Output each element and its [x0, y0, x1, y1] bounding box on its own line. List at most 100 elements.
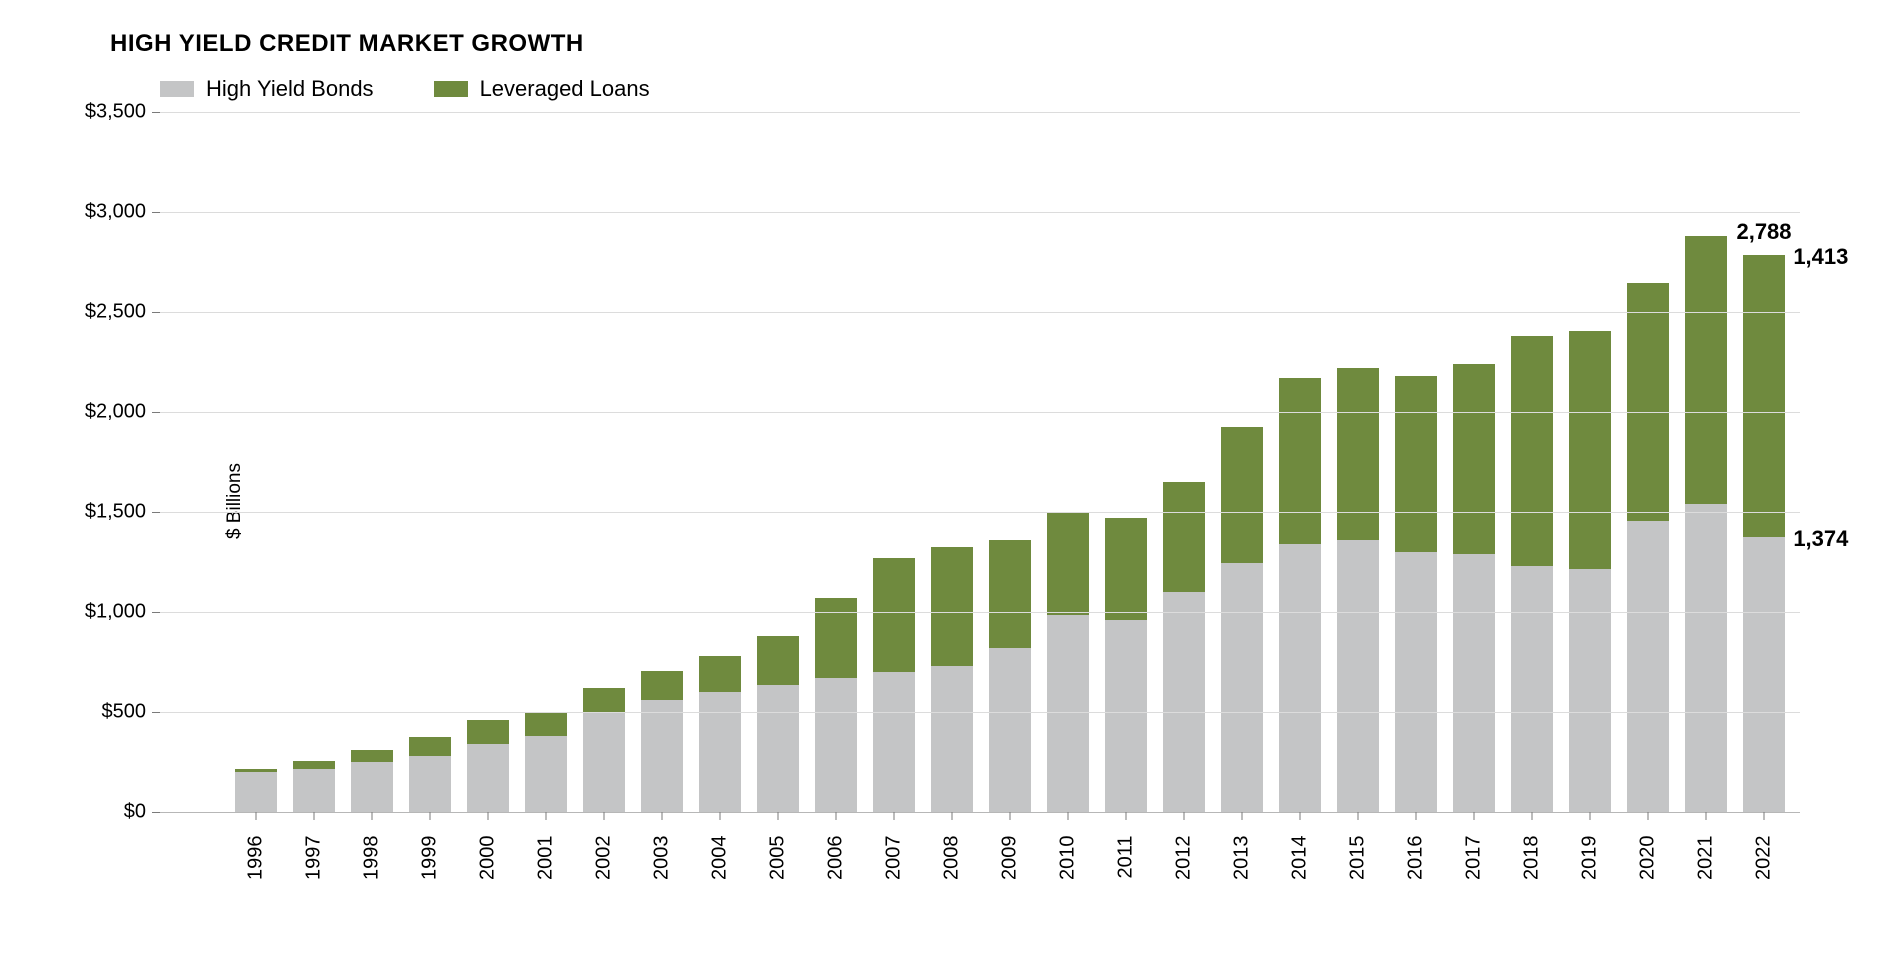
bar-segment-bonds: [525, 736, 568, 812]
gridline: [160, 612, 1800, 613]
bar-slot: 2005: [752, 112, 804, 812]
x-tick: [1010, 812, 1011, 820]
x-tick-label: 2007: [883, 836, 906, 881]
x-tick-label: 2022: [1753, 836, 1776, 881]
bar-slot: 1996: [230, 112, 282, 812]
bar-slot: 2018: [1506, 112, 1558, 812]
bar-segment-loans: [873, 558, 916, 672]
bar-stack: [1685, 236, 1728, 812]
bar-stack: [989, 540, 1032, 812]
bar-stack: [351, 750, 394, 812]
bar-stack: [1279, 378, 1322, 812]
x-tick: [546, 812, 547, 820]
bar-segment-loans: [1395, 376, 1438, 552]
y-tick-label: $500: [102, 701, 147, 724]
bar-segment-bonds: [583, 712, 626, 812]
bar-segment-loans: [815, 598, 858, 678]
x-tick-label: 2006: [825, 836, 848, 881]
x-tick-label: 1997: [303, 836, 326, 881]
bar-segment-loans: [1337, 368, 1380, 540]
bar-segment-bonds: [351, 762, 394, 812]
bar-slot: 2019: [1564, 112, 1616, 812]
bar-segment-bonds: [1337, 540, 1380, 812]
bar-segment-bonds: [1395, 552, 1438, 812]
x-tick-label: 2010: [1057, 836, 1080, 881]
y-tick: [152, 712, 160, 713]
bar-stack: [235, 769, 278, 812]
bar-stack: [409, 737, 452, 812]
x-tick-label: 2018: [1521, 836, 1544, 881]
bar-stack: [1569, 331, 1612, 812]
x-tick: [604, 812, 605, 820]
bar-segment-loans: [1105, 518, 1148, 620]
x-tick-label: 2020: [1637, 836, 1660, 881]
bar-stack: [1105, 518, 1148, 812]
x-tick-label: 2013: [1231, 836, 1254, 881]
x-tick: [1532, 812, 1533, 820]
bar-segment-loans: [525, 712, 568, 736]
bar-segment-bonds: [293, 769, 336, 812]
bar-slot: 1998: [346, 112, 398, 812]
x-tick: [256, 812, 257, 820]
x-tick: [662, 812, 663, 820]
bar-segment-bonds: [1163, 592, 1206, 812]
bar-stack: [1047, 513, 1090, 812]
x-tick: [1474, 812, 1475, 820]
bar-stack: [583, 688, 626, 812]
y-tick-label: $3,000: [85, 201, 146, 224]
y-tick: [152, 212, 160, 213]
bar-segment-bonds: [815, 678, 858, 812]
legend-swatch-loans: [434, 81, 468, 97]
x-tick-label: 2017: [1463, 836, 1486, 881]
bar-segment-bonds: [409, 756, 452, 812]
bar-segment-bonds: [1279, 544, 1322, 812]
gridline: [160, 312, 1800, 313]
bar-stack: [525, 712, 568, 812]
x-tick-label: 2016: [1405, 836, 1428, 881]
y-tick: [152, 512, 160, 513]
bar-segment-bonds: [1627, 521, 1670, 812]
x-tick: [1300, 812, 1301, 820]
x-tick-label: 1998: [361, 836, 384, 881]
x-tick: [1126, 812, 1127, 820]
bar-segment-bonds: [1511, 566, 1554, 812]
bar-segment-bonds: [1685, 504, 1728, 812]
x-tick-label: 2015: [1347, 836, 1370, 881]
x-tick-label: 2009: [999, 836, 1022, 881]
bar-slot: 2017: [1448, 112, 1500, 812]
y-tick-label: $3,500: [85, 101, 146, 124]
bar-stack: [757, 636, 800, 812]
bar-segment-loans: [1685, 236, 1728, 504]
x-tick: [1184, 812, 1185, 820]
legend: High Yield Bonds Leveraged Loans: [160, 76, 1800, 102]
bar-segment-bonds: [1453, 554, 1496, 812]
bar-stack: [1395, 376, 1438, 812]
x-tick-label: 2003: [651, 836, 674, 881]
bar-segment-bonds: [757, 685, 800, 812]
x-tick-label: 2005: [767, 836, 790, 881]
bar-segment-bonds: [873, 672, 916, 812]
bar-segment-loans: [1221, 427, 1264, 563]
bar-segment-loans: [1511, 336, 1554, 566]
x-tick: [314, 812, 315, 820]
bar-slot: 2016: [1390, 112, 1442, 812]
x-tick: [1590, 812, 1591, 820]
gridline: [160, 512, 1800, 513]
bar-stack: [1221, 427, 1264, 812]
bar-slot: 2003: [636, 112, 688, 812]
bar-stack: [641, 671, 684, 812]
plot-wrap: $ Billions 19961997199819992000200120022…: [160, 112, 1800, 813]
x-tick: [1358, 812, 1359, 820]
bar-segment-loans: [641, 671, 684, 700]
bar-slot: 1997: [288, 112, 340, 812]
gridline: [160, 712, 1800, 713]
bar-slot: 2010: [1042, 112, 1094, 812]
bar-segment-loans: [351, 750, 394, 762]
x-tick-label: 2012: [1173, 836, 1196, 881]
y-tick: [152, 812, 160, 813]
y-tick: [152, 612, 160, 613]
x-tick: [720, 812, 721, 820]
x-tick-label: 1996: [245, 836, 268, 881]
bar-stack: [1453, 364, 1496, 812]
legend-item-bonds: High Yield Bonds: [160, 76, 374, 102]
